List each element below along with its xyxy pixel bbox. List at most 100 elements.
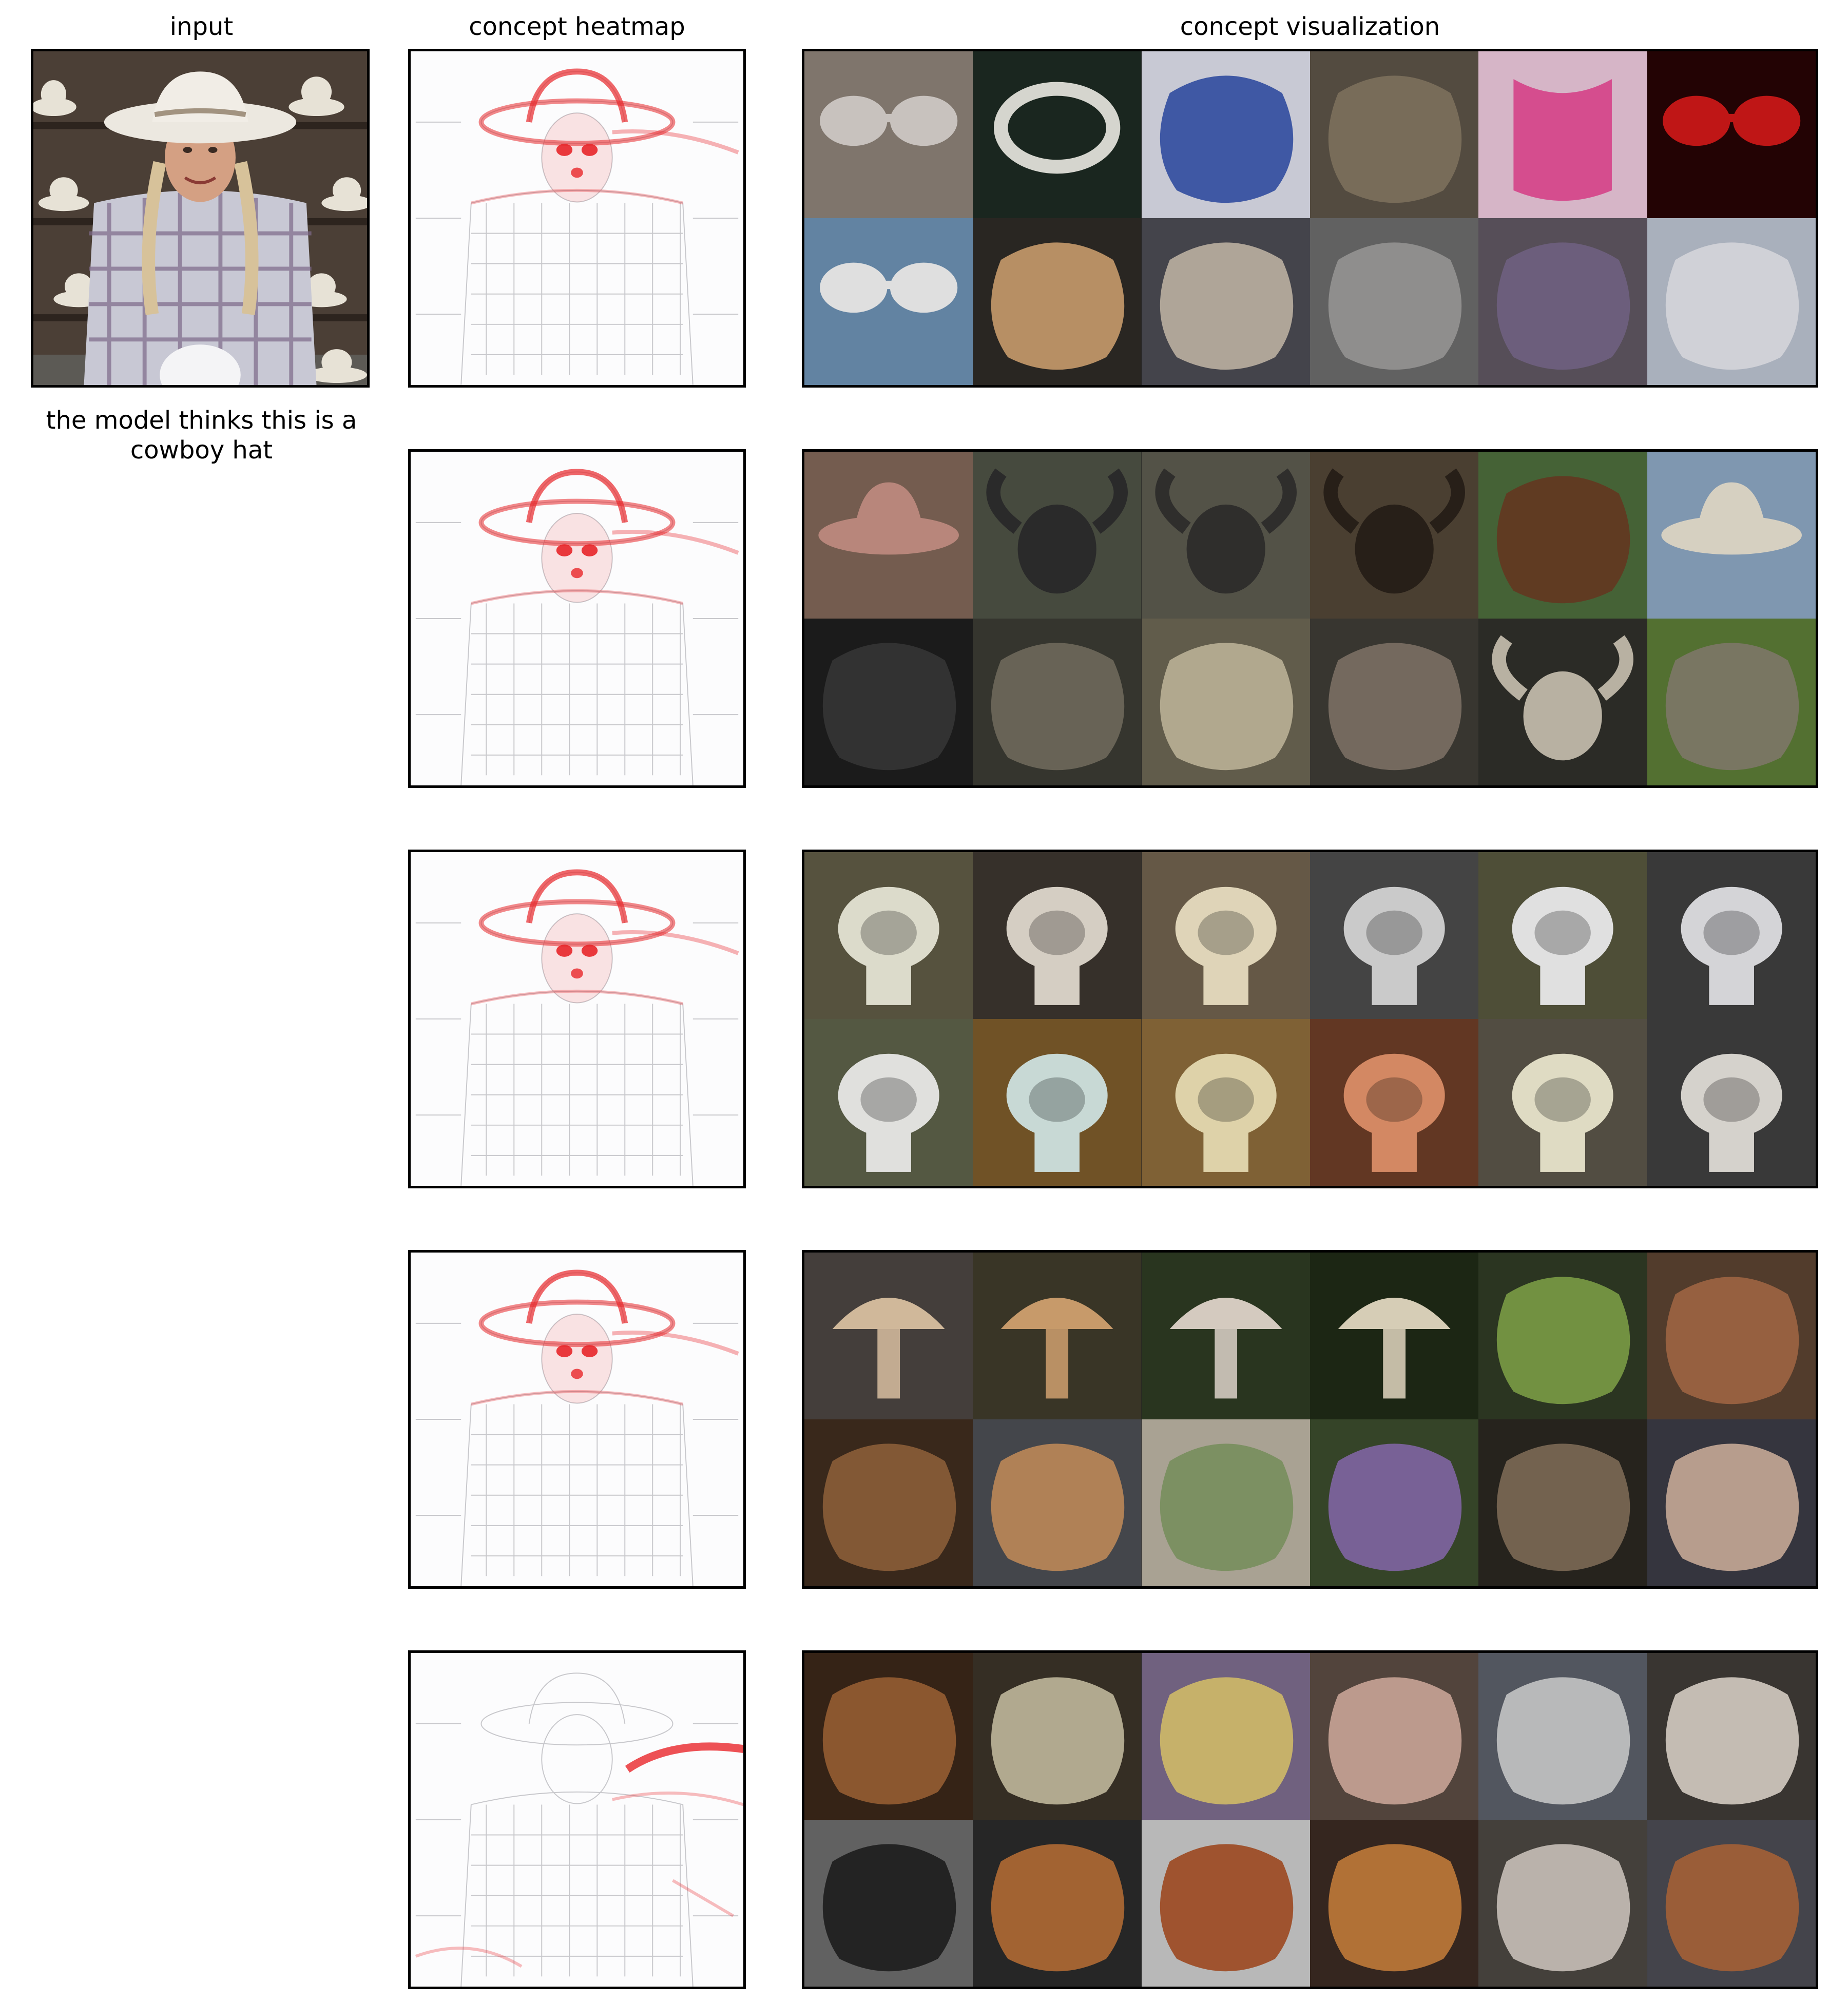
shoes-icon — [1141, 218, 1310, 385]
tiles-icon — [973, 1653, 1142, 1820]
toilet-icon — [804, 1019, 973, 1186]
concept-grid-row-5 — [802, 1650, 1818, 1989]
concept-tile — [804, 619, 973, 785]
crab-icon — [1478, 1419, 1647, 1586]
plate-icon — [1647, 218, 1816, 385]
mushroom-icon — [804, 1253, 973, 1419]
sandal-icon — [1478, 1820, 1647, 1987]
shoes-icon — [1478, 1653, 1647, 1820]
sombrero-icon — [804, 452, 973, 619]
concept-tile — [1141, 51, 1310, 218]
concept-tile — [1310, 1653, 1479, 1820]
input-column-title: input — [169, 12, 234, 41]
buffalo-icon — [1141, 452, 1310, 619]
buffalo-icon — [973, 452, 1142, 619]
concept-tile — [1141, 1820, 1310, 1987]
shoe-icon — [804, 1653, 973, 1820]
concept-tile — [1310, 1820, 1479, 1987]
concept-tile — [973, 1820, 1142, 1987]
elephant-icon — [1310, 619, 1479, 785]
teapot-icon — [1478, 218, 1647, 385]
heatmap-row-5 — [408, 1650, 746, 1989]
concept-tile — [804, 1419, 973, 1586]
toilet-icon — [973, 1019, 1142, 1186]
crab-icon — [1647, 1419, 1816, 1586]
hat-icon — [973, 51, 1142, 218]
toilet-icon — [1310, 852, 1479, 1019]
concept-tile — [1478, 1653, 1647, 1820]
heatmap-icon — [415, 469, 739, 785]
concept-tile — [973, 51, 1142, 218]
concept-tile — [1478, 51, 1647, 218]
concept-tile — [1310, 1019, 1479, 1186]
concept-tile — [1647, 1820, 1816, 1987]
concept-tile — [1478, 1419, 1647, 1586]
concept-tile — [1310, 852, 1479, 1019]
concept-tile — [804, 1653, 973, 1820]
concept-tile — [1478, 452, 1647, 619]
clogs-icon — [1310, 1820, 1479, 1987]
toilet-icon — [804, 852, 973, 1019]
elephant-icon — [1141, 619, 1310, 785]
shoe-icon — [1310, 1653, 1479, 1820]
artichoke-icon — [1310, 1419, 1479, 1586]
horn-icon — [1310, 452, 1479, 619]
heatmap-icon — [415, 1672, 743, 1987]
toilet-icon — [1478, 852, 1647, 1019]
concept-tile — [804, 1253, 973, 1419]
heatmap-column-title: concept heatmap — [469, 12, 685, 41]
concept-tile — [1478, 218, 1647, 385]
toilet-icon — [1141, 1019, 1310, 1186]
model-caption: the model thinks this is a cowboy hat — [46, 406, 357, 465]
animal-head-icon — [804, 619, 973, 785]
crab-icon — [973, 1419, 1142, 1586]
visualization-column-title: concept visualization — [1180, 12, 1440, 41]
concept-tile — [1310, 51, 1479, 218]
concept-tile — [1141, 1253, 1310, 1419]
mushroom-icon — [1310, 1253, 1479, 1419]
bra-icon — [1310, 218, 1479, 385]
concept-tile — [804, 51, 973, 218]
concept-tile — [1141, 1419, 1310, 1586]
concept-tile — [973, 218, 1142, 385]
concept-tile — [1478, 619, 1647, 785]
concept-tile — [1141, 619, 1310, 785]
concept-tile — [1478, 1253, 1647, 1419]
concept-grid-row-1 — [802, 49, 1818, 388]
clogs-icon — [1647, 1653, 1816, 1820]
concept-tile — [973, 1253, 1142, 1419]
concept-tile — [1141, 1019, 1310, 1186]
concept-tile — [973, 1019, 1142, 1186]
heatmap-row-2 — [408, 449, 746, 788]
bib-icon — [1478, 51, 1647, 218]
concept-tile — [1478, 1820, 1647, 1987]
concept-grid-row-3 — [802, 850, 1818, 1188]
sunglasses-icon — [804, 51, 973, 218]
concept-tile — [1310, 1419, 1479, 1586]
concept-tile — [1141, 218, 1310, 385]
concept-tile — [1647, 619, 1816, 785]
concept-grid-row-2 — [802, 449, 1818, 788]
concept-tile — [1478, 1019, 1647, 1186]
concept-tile — [1647, 852, 1816, 1019]
concept-tile — [973, 1653, 1142, 1820]
concept-tile — [804, 1019, 973, 1186]
concept-tile — [973, 452, 1142, 619]
concept-grid-row-4 — [802, 1250, 1818, 1589]
concept-tile — [1647, 452, 1816, 619]
porcelain-icon — [1141, 51, 1310, 218]
toilet-icon — [1141, 852, 1310, 1019]
concept-tile — [973, 1419, 1142, 1586]
concept-tile — [1310, 619, 1479, 785]
concept-tile — [804, 452, 973, 619]
concept-tile — [1141, 1653, 1310, 1820]
elephant-icon — [1647, 619, 1816, 785]
concept-tile — [1310, 218, 1479, 385]
pottery-icon — [973, 218, 1142, 385]
mushroom-icon — [973, 1253, 1142, 1419]
cow-icon — [1478, 452, 1647, 619]
toilet-icon — [1647, 852, 1816, 1019]
concept-tile — [973, 619, 1142, 785]
sink-icon — [1478, 1019, 1647, 1186]
input-image — [31, 49, 370, 388]
